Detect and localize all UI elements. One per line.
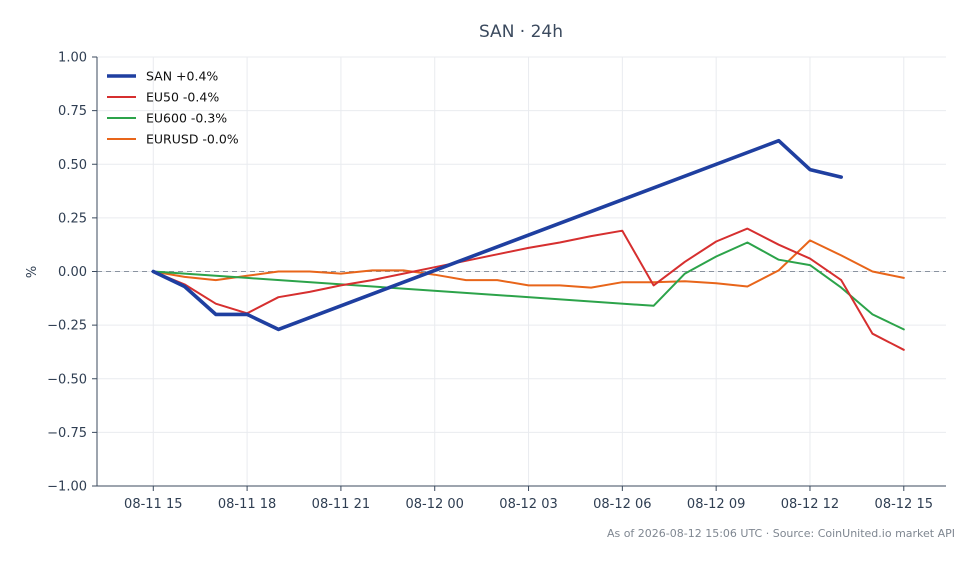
x-tick-label: 08-12 09 <box>687 497 745 512</box>
y-tick-labels: 1.00 0.75 0.50 0.25 0.00 −0.25 −0.50 −0.75 −1.00 <box>47 51 97 495</box>
legend-label: EU600 -0.3% <box>146 111 227 126</box>
y-tick-label: 0.25 <box>58 211 87 226</box>
legend-label: EU50 -0.4% <box>146 90 219 105</box>
x-tick-label: 08-11 15 <box>124 497 182 512</box>
series-line-1 <box>152 227 905 351</box>
x-tick-labels: 08-11 15 08-11 18 08-11 21 08-12 00 08-12 03… <box>124 486 933 512</box>
x-tick-label: 08-12 00 <box>405 497 463 512</box>
y-tick-label: −0.75 <box>47 426 87 441</box>
chart-title: SAN · 24h <box>479 22 563 42</box>
x-tick-label: 08-11 18 <box>218 497 276 512</box>
x-tick-label: 08-12 12 <box>781 497 839 512</box>
y-tick-label: 0.50 <box>58 158 87 173</box>
legend-label: SAN +0.4% <box>146 69 218 84</box>
x-tick-label: 08-11 21 <box>312 497 370 512</box>
y-tick-label: 0.00 <box>58 265 87 280</box>
x-tick-label: 08-12 15 <box>875 497 933 512</box>
y-tick-label: −0.25 <box>47 319 87 334</box>
y-tick-label: 1.00 <box>58 51 87 66</box>
x-tick-label: 08-12 06 <box>593 497 651 512</box>
footer-source: As of 2026-08-12 15:06 UTC · Source: Coi… <box>607 527 955 540</box>
series-line-0 <box>151 138 843 332</box>
x-tick-label: 08-12 03 <box>499 497 557 512</box>
y-tick-label: −0.50 <box>47 372 87 387</box>
y-tick-label: −1.00 <box>47 480 87 495</box>
series-group <box>151 138 905 351</box>
y-tick-label: 0.75 <box>58 104 87 119</box>
legend-label: EURUSD -0.0% <box>146 132 239 147</box>
legend: SAN +0.4% EU50 -0.4% EU600 -0.3% EURUSD -0.… <box>107 69 239 147</box>
series-line-3 <box>152 239 905 289</box>
y-axis-label: % <box>25 266 40 278</box>
